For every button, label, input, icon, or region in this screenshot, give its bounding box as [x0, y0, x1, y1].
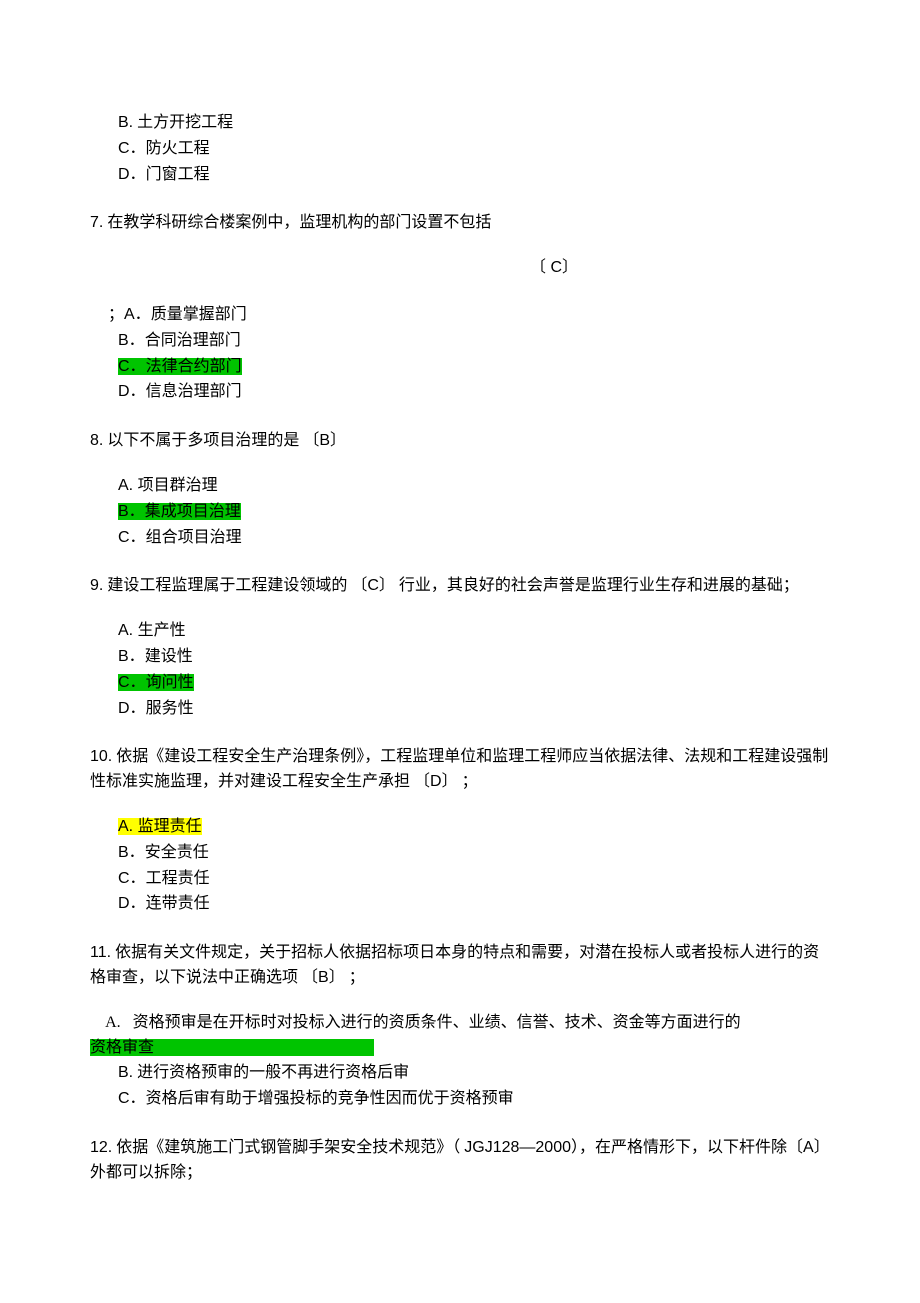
- q12-stem: 12. 依据《建筑施工门式钢管脚手架安全技术规范》（ JGJ128―2000），…: [90, 1136, 830, 1186]
- option-text: 建设性: [145, 648, 193, 665]
- q6-option-b: B. 土方开挖工程: [90, 111, 830, 136]
- question-number: 12.: [90, 1139, 112, 1156]
- option-label: ；A．: [108, 306, 151, 323]
- question-text-before: 建设工程监理属于工程建设领域的: [103, 577, 351, 594]
- code: JGJ128―2000: [464, 1139, 571, 1156]
- option-text: 进行资格预审的一般不再进行资格后审: [133, 1064, 409, 1081]
- q11-option-a-line1: A. 资格预审是在开标时对投标入进行的资质条件、业绩、信誉、技术、资金等方面进行…: [90, 1011, 830, 1036]
- option-text: 防火工程: [146, 140, 210, 157]
- option-text: 生产性: [138, 622, 186, 639]
- option-label: D．: [118, 700, 146, 717]
- option-label: D．: [118, 895, 146, 912]
- q11-stem: 11. 依据有关文件规定，关于招标人依据招标项日本身的特点和需要，对潜在投标人或…: [90, 941, 830, 991]
- question-number: 9.: [90, 577, 103, 594]
- option-label: C．: [118, 358, 146, 375]
- option-text: 工程责任: [146, 870, 210, 887]
- option-text: 土方开挖工程: [133, 114, 233, 131]
- question-number: 8.: [90, 432, 103, 449]
- option-text: 法律合约部门: [146, 358, 242, 375]
- option-text: 组合项目治理: [146, 529, 242, 546]
- option-label: B．: [118, 844, 145, 861]
- option-text: 门窗工程: [146, 166, 210, 183]
- q6-option-c: C．防火工程: [90, 137, 830, 162]
- q7-option-a: ；A．质量掌握部门: [90, 303, 830, 328]
- q9-option-d: D．服务性: [90, 697, 830, 722]
- option-label: A.: [118, 622, 138, 639]
- option-label: C．: [118, 870, 146, 887]
- q9-option-c: C．询问性: [90, 671, 830, 696]
- q10-option-a: A. 监理责任: [90, 815, 830, 840]
- option-text: 信息治理部门: [146, 383, 242, 400]
- q9-option-a: A. 生产性: [90, 619, 830, 644]
- q10-stem: 10. 依据《建设工程安全生产治理条例》，工程监理单位和监理工程师应当依据法律、…: [90, 745, 830, 795]
- q8-option-b: B．集成项目治理: [90, 500, 830, 525]
- option-label: C．: [118, 140, 146, 157]
- option-label: A.: [118, 818, 138, 835]
- q10-answer: 〔D〕: [414, 773, 458, 790]
- q11-option-a-line2: 资格审查: [90, 1036, 830, 1061]
- q7-stem: 7. 在教学科研综合楼案例中，监理机构的部门设置不包括: [90, 211, 830, 236]
- option-label: C．: [118, 674, 146, 691]
- option-label: A.: [118, 477, 138, 494]
- question-number: 10.: [90, 748, 112, 765]
- q7-option-b: B．合同治理部门: [90, 329, 830, 354]
- q8-option-c: C．组合项目治理: [90, 526, 830, 551]
- option-label: D．: [118, 383, 146, 400]
- q8-answer: 〔B〕: [303, 432, 346, 449]
- q12-answer: 〔A〕: [787, 1139, 830, 1156]
- q8-stem: 8. 以下不属于多项目治理的是 〔B〕: [90, 429, 830, 454]
- question-text-after: 行业，其良好的社会声誉是监理行业生存和进展的基础；: [395, 577, 799, 594]
- question-text-before: 依据《建筑施工门式钢管脚手架安全技术规范》（: [112, 1139, 464, 1156]
- option-text: 监理责任: [138, 818, 202, 835]
- option-text: 服务性: [146, 700, 194, 717]
- question-number: 11.: [90, 944, 111, 961]
- question-text: 在教学科研综合楼案例中，监理机构的部门设置不包括: [103, 214, 491, 231]
- option-label: B.: [118, 114, 133, 131]
- q11-option-b: B. 进行资格预审的一般不再进行资格后审: [90, 1061, 830, 1086]
- q9-option-b: B．建设性: [90, 645, 830, 670]
- option-label: B．: [118, 648, 145, 665]
- option-label: C．: [118, 529, 146, 546]
- option-text: 集成项目治理: [145, 503, 241, 520]
- q7-option-d: D．信息治理部门: [90, 380, 830, 405]
- option-text: 资格后审有助于增强投标的竞争性因而优于资格预审: [146, 1090, 514, 1107]
- q10-option-c: C．工程责任: [90, 867, 830, 892]
- option-text: 连带责任: [146, 895, 210, 912]
- option-label: B.: [118, 1064, 133, 1081]
- option-label: D．: [118, 166, 146, 183]
- option-text: 质量掌握部门: [151, 306, 247, 323]
- option-text: 询问性: [146, 674, 194, 691]
- q6-option-d: D．门窗工程: [90, 163, 830, 188]
- question-number: 7.: [90, 214, 103, 231]
- question-text: 以下不属于多项目治理的是: [103, 432, 303, 449]
- question-text: 依据有关文件规定，关于招标人依据招标项日本身的特点和需要，对潜在投标人或者投标人…: [90, 944, 819, 986]
- option-label: B．: [118, 503, 145, 520]
- question-text-mid: ），在严格情形下，以下杆件除: [571, 1139, 787, 1156]
- option-label: B．: [118, 332, 145, 349]
- option-text: 项目群治理: [138, 477, 218, 494]
- q10-option-d: D．连带责任: [90, 892, 830, 917]
- option-label: C．: [118, 1090, 146, 1107]
- q11-option-c: C．资格后审有助于增强投标的竞争性因而优于资格预审: [90, 1087, 830, 1112]
- question-text-after: 外都可以拆除；: [90, 1164, 202, 1181]
- q7-answer: 〔 C〕: [90, 256, 830, 281]
- q10-option-b: B．安全责任: [90, 841, 830, 866]
- q11-answer: 〔B〕: [302, 969, 345, 986]
- q8-option-a: A. 项目群治理: [90, 474, 830, 499]
- q9-stem: 9. 建设工程监理属于工程建设领域的 〔C〕 行业，其良好的社会声誉是监理行业生…: [90, 574, 830, 599]
- option-text: 安全责任: [145, 844, 209, 861]
- option-text: 合同治理部门: [145, 332, 241, 349]
- q9-answer: 〔C〕: [351, 577, 395, 594]
- q7-option-c: C．法律合约部门: [90, 355, 830, 380]
